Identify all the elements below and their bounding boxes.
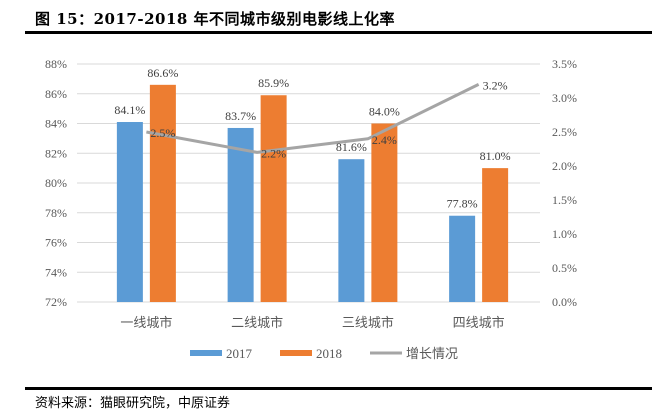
- data-label-growth: 2.2%: [261, 146, 286, 160]
- bar-2018: [149, 84, 176, 302]
- right-tick-label: 3.0%: [552, 91, 577, 105]
- bar-2018: [371, 123, 398, 302]
- data-label-growth: 2.4%: [372, 133, 397, 147]
- legend-label: 增长情况: [406, 346, 458, 361]
- bar-2017: [227, 127, 254, 303]
- data-labels: 84.1% 83.7% 81.6% 77.8% 86.6% 85.9% 84.0% 81.0%…: [114, 66, 510, 211]
- data-label-2018: 81.0%: [480, 149, 511, 163]
- left-tick-label: 84%: [45, 117, 67, 131]
- left-tick-label: 82%: [45, 146, 67, 160]
- legend-label: 2018: [316, 346, 342, 361]
- source-divider: [25, 387, 652, 390]
- right-tick-label: 0.0%: [552, 295, 577, 309]
- category-label: 二线城市: [231, 315, 283, 331]
- left-tick-label: 86%: [45, 87, 67, 101]
- right-tick-label: 0.5%: [552, 261, 577, 275]
- left-tick-label: 78%: [45, 206, 67, 220]
- category-label: 四线城市: [453, 315, 505, 331]
- growth-line: [146, 83, 480, 154]
- right-tick-label: 2.5%: [552, 125, 577, 139]
- legend-label: 2017: [226, 346, 253, 361]
- line-series-growth: [146, 83, 480, 154]
- category-label: 一线城市: [120, 315, 172, 331]
- left-tick-label: 74%: [45, 265, 67, 279]
- bars: [116, 84, 509, 303]
- category-labels: 一线城市 二线城市 三线城市 四线城市: [120, 315, 504, 331]
- source-note: 资料来源：猫眼研究院，中原证券: [35, 396, 231, 411]
- legend: 2017 2018 增长情况: [190, 346, 458, 361]
- data-label-2017: 84.1%: [114, 103, 145, 117]
- right-tick-label: 1.0%: [552, 227, 577, 241]
- data-label-growth: 3.2%: [483, 78, 508, 92]
- right-tick-label: 3.5%: [552, 57, 577, 71]
- data-label-2018: 84.0%: [369, 105, 400, 119]
- legend-swatch-2017: [190, 350, 222, 356]
- right-tick-label: 1.5%: [552, 193, 577, 207]
- data-label-2018: 85.9%: [258, 76, 289, 90]
- bar-2017: [449, 215, 476, 302]
- left-axis-ticks: 72% 74% 76% 78% 80% 82% 84% 86% 88%: [45, 57, 67, 309]
- bar-2018: [482, 168, 509, 302]
- data-label-2017: 81.6%: [336, 140, 367, 154]
- data-label-2018: 86.6%: [147, 66, 178, 80]
- legend-swatch-2018: [280, 350, 312, 356]
- left-tick-label: 76%: [45, 236, 67, 250]
- bar-2017: [338, 159, 365, 302]
- left-tick-label: 72%: [45, 295, 67, 309]
- title-divider: [25, 31, 652, 34]
- data-label-growth: 2.5%: [150, 126, 175, 140]
- data-label-2017: 83.7%: [225, 109, 256, 123]
- left-tick-label: 80%: [45, 176, 67, 190]
- right-axis-ticks: 0.0% 0.5% 1.0% 1.5% 2.0% 2.5% 3.0% 3.5%: [552, 57, 577, 309]
- right-tick-label: 2.0%: [552, 159, 577, 173]
- data-label-2017: 77.8%: [447, 197, 478, 211]
- bar-2018: [260, 95, 287, 302]
- figure-title: 图 15：2017-2018 年不同城市级别电影线上化率: [35, 10, 396, 28]
- category-label: 三线城市: [342, 315, 394, 331]
- left-tick-label: 88%: [45, 57, 67, 71]
- bar-2017: [116, 122, 143, 302]
